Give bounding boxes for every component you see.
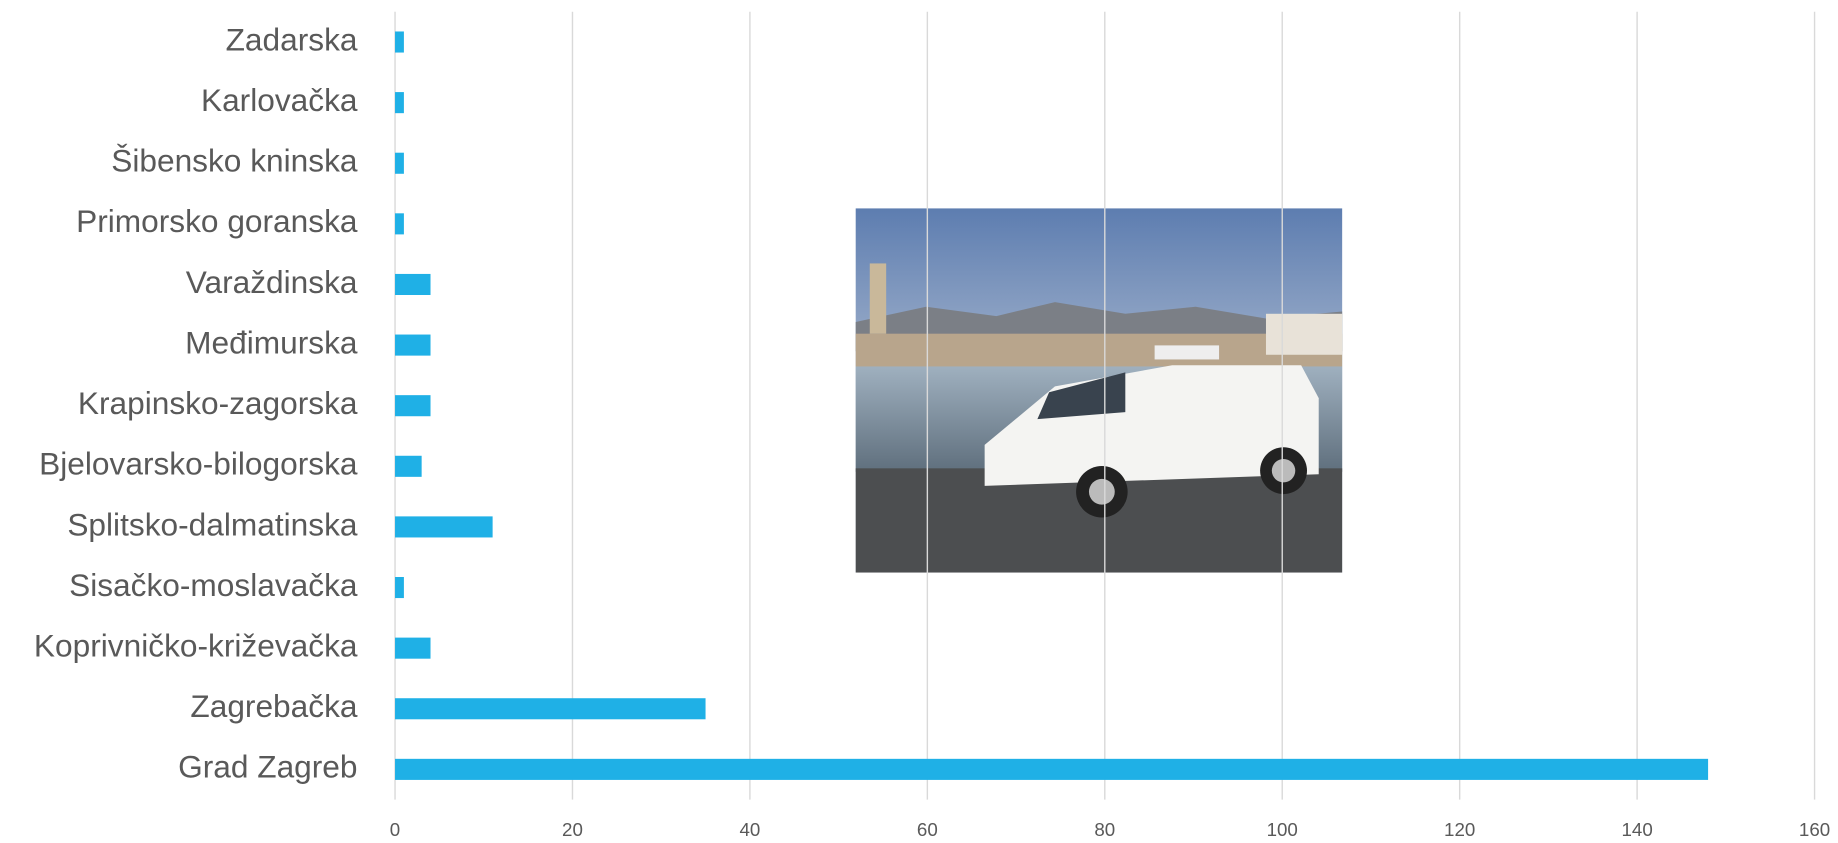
x-tick-label: 120 bbox=[1444, 819, 1475, 840]
x-tick-label: 60 bbox=[917, 819, 938, 840]
y-tick-label: Zadarska bbox=[226, 21, 358, 57]
y-tick-label: Sisačko-moslavačka bbox=[69, 567, 358, 603]
bar bbox=[395, 759, 1708, 780]
chart: 0 20 40 60 80 100 120 140 160 Zadarska Karlovačka Š… bbox=[0, 0, 1838, 843]
bar bbox=[395, 213, 404, 234]
bar bbox=[395, 395, 430, 416]
x-tick-label: 80 bbox=[1094, 819, 1115, 840]
x-tick-label: 100 bbox=[1267, 819, 1298, 840]
y-tick-label: Međimurska bbox=[185, 324, 358, 360]
bar bbox=[395, 31, 404, 52]
y-tick-label: Krapinsko-zagorska bbox=[78, 385, 358, 421]
bar bbox=[395, 516, 493, 537]
y-tick-label: Splitsko-dalmatinska bbox=[67, 506, 358, 542]
y-tick-label: Zagrebačka bbox=[190, 688, 358, 724]
bar bbox=[395, 335, 430, 356]
y-tick-label: Varaždinska bbox=[186, 264, 358, 300]
bar bbox=[395, 153, 404, 174]
page: {"chart_data": {"type": "hbar", "categor… bbox=[0, 0, 1838, 843]
y-tick-label: Bjelovarsko-bilogorska bbox=[39, 446, 358, 482]
bar bbox=[395, 638, 430, 659]
x-tick-label: 140 bbox=[1621, 819, 1652, 840]
y-tick-label: Karlovačka bbox=[201, 82, 358, 118]
y-tick-label: Šibensko kninska bbox=[111, 143, 358, 179]
bar bbox=[395, 577, 404, 598]
bar bbox=[395, 456, 422, 477]
bar bbox=[395, 698, 706, 719]
x-tick-label: 0 bbox=[390, 819, 400, 840]
y-tick-label: Koprivničko-križevačka bbox=[34, 628, 358, 664]
y-tick-label: Primorsko goranska bbox=[76, 203, 358, 239]
x-tick-label: 40 bbox=[739, 819, 760, 840]
x-tick-label: 160 bbox=[1799, 819, 1830, 840]
y-tick-label: Grad Zagreb bbox=[178, 749, 357, 785]
bar bbox=[395, 92, 404, 113]
photo bbox=[856, 208, 1342, 572]
x-tick-label: 20 bbox=[562, 819, 583, 840]
bar bbox=[395, 274, 430, 295]
